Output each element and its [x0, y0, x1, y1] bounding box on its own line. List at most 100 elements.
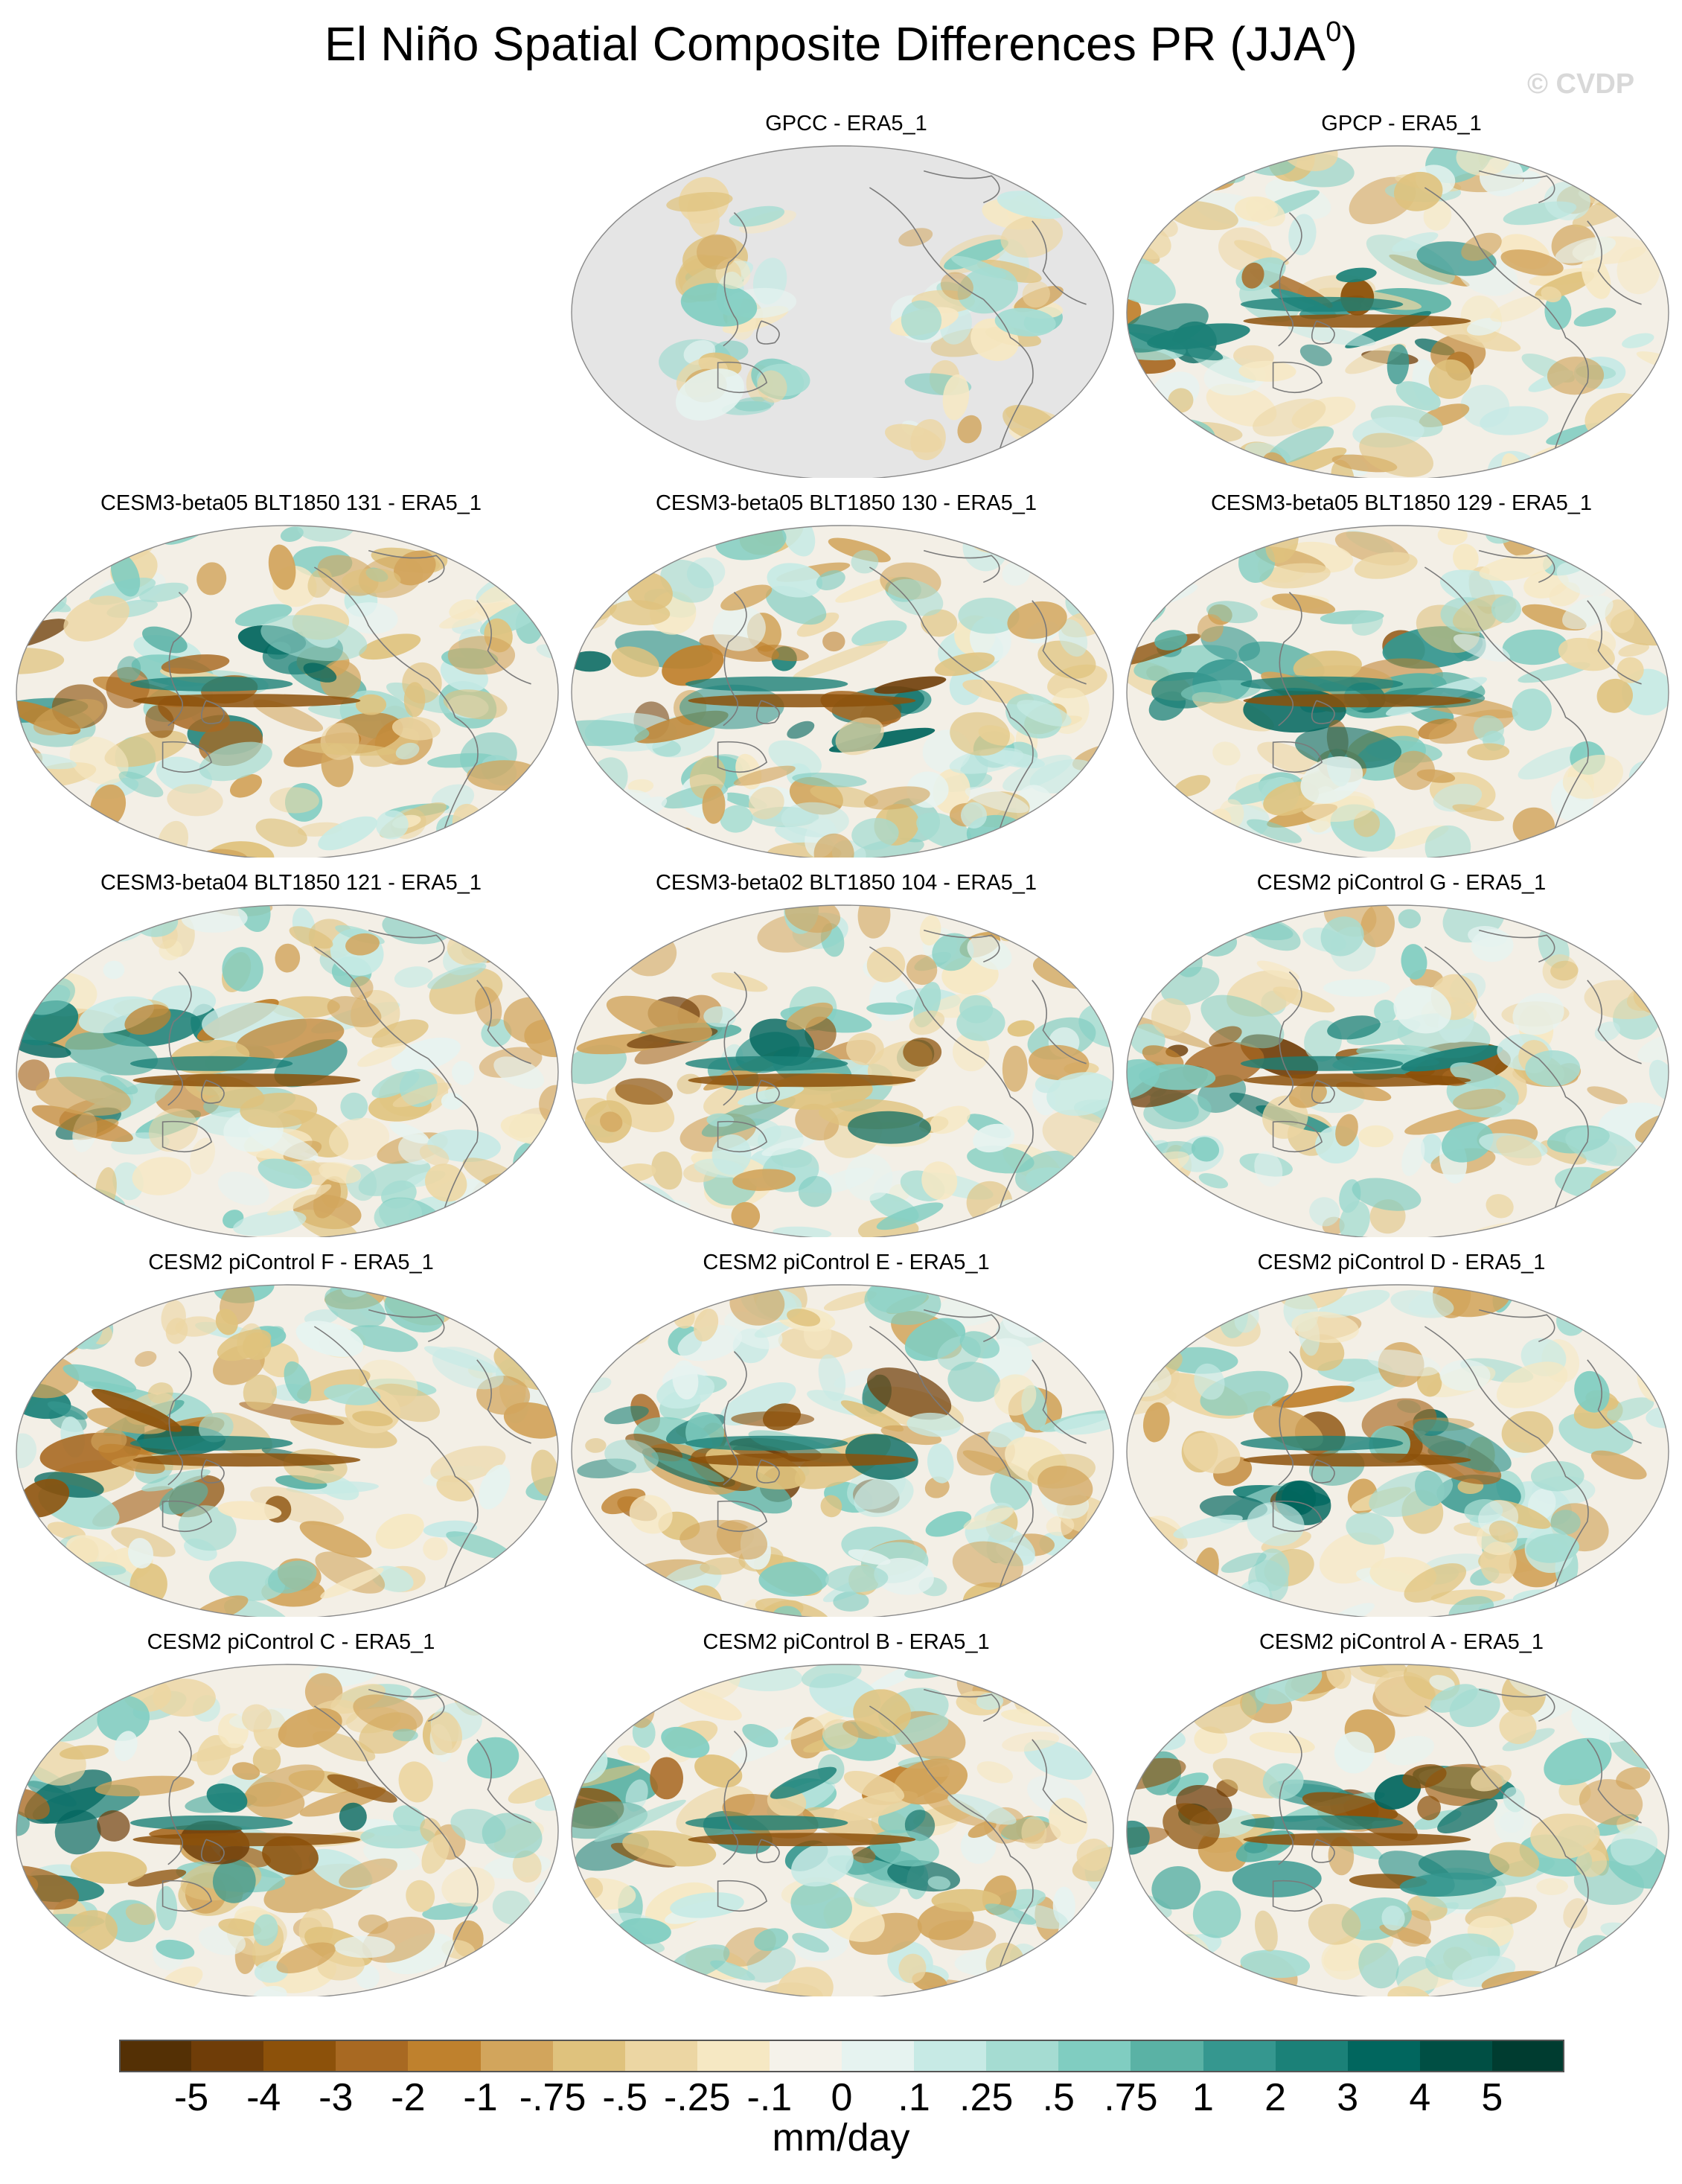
precip-anomaly-patch [1649, 1589, 1669, 1617]
precip-anomaly-patch [127, 1869, 187, 1887]
precip-anomaly-patch [697, 234, 737, 270]
colorbar-tick-label: 3 [1337, 2076, 1359, 2119]
precip-anomaly-patch [1500, 249, 1564, 276]
precip-anomaly-patch [1387, 344, 1410, 385]
precip-anomaly-patch [781, 526, 816, 557]
precip-anomaly-patch [931, 1888, 1001, 1912]
precip-anomaly-patch [791, 1842, 854, 1887]
precip-anomaly-patch [1207, 146, 1242, 171]
precip-anomaly-patch [1198, 1173, 1229, 1189]
map-panel: CESM3-beta05 BLT1850 131 - ERA5_1 [13, 491, 569, 863]
precip-anomaly-patch [1643, 152, 1669, 179]
precip-anomaly-patch [512, 1850, 542, 1883]
precip-anomaly-patch [1024, 1194, 1059, 1227]
map-outline [1126, 525, 1669, 858]
precip-anomaly-patch [1127, 1230, 1144, 1237]
precip-anomaly-patch [1562, 1971, 1634, 1996]
precip-anomaly-patch [1127, 1820, 1150, 1855]
coastline [200, 1079, 225, 1104]
coastline [1278, 592, 1302, 727]
precip-anomaly-patch [340, 1092, 368, 1121]
precip-anomaly-patch [1452, 804, 1505, 822]
precip-anomaly-patch [217, 1171, 269, 1206]
precip-anomaly-patch [106, 666, 150, 709]
map-panel: CESM2 piControl C - ERA5_1 [13, 1630, 569, 2002]
colorbar-tick-label: -.1 [746, 2076, 793, 2119]
precip-anomaly-patch [269, 787, 319, 814]
precip-anomaly-patch [1166, 1593, 1192, 1617]
precip-anomaly-patch [1473, 715, 1504, 743]
precip-anomaly-patch [1247, 819, 1302, 843]
precip-anomaly-patch [1189, 905, 1231, 923]
precip-anomaly-patch [1603, 905, 1646, 921]
precip-anomaly-patch [324, 1384, 381, 1405]
precip-anomaly-patch [1620, 408, 1669, 443]
precip-anomaly-patch [973, 1123, 1015, 1153]
precip-anomaly-patch [694, 1309, 719, 1342]
precip-anomaly-patch [615, 1078, 674, 1105]
precip-anomaly-patch [391, 716, 441, 741]
precip-anomaly-patch [320, 1568, 384, 1599]
precip-anomaly-patch [107, 1224, 173, 1237]
coastline [313, 1326, 429, 1439]
precip-anomaly-patch [241, 1704, 272, 1733]
precip-anomaly-patch [1547, 357, 1605, 395]
precip-anomaly-patch [1232, 1860, 1322, 1897]
precip-anomaly-patch [26, 825, 65, 858]
precip-anomaly-patch [959, 1331, 1000, 1358]
coastline [1587, 600, 1642, 685]
precip-anomaly-patch [118, 1606, 148, 1617]
precip-anomaly-patch [1072, 791, 1113, 834]
precip-anomaly-patch [757, 645, 809, 662]
coastline [313, 946, 429, 1059]
precip-anomaly-patch [327, 1774, 397, 1803]
precip-anomaly-patch [976, 1761, 1013, 1784]
precip-anomaly-patch [490, 1585, 542, 1616]
coastline [368, 549, 445, 583]
precip-anomaly-patch [677, 1325, 743, 1361]
precip-anomaly-patch [57, 1664, 89, 1699]
coastline [1587, 220, 1642, 305]
precip-anomaly-patch [851, 817, 899, 850]
precip-anomaly-patch [1336, 267, 1377, 283]
precip-anomaly-patch [1576, 1221, 1639, 1237]
precip-anomaly-patch [1127, 820, 1169, 846]
precip-anomaly-patch [1561, 526, 1606, 544]
precip-anomaly-patch [345, 933, 380, 956]
precip-anomaly-patch [985, 1903, 1037, 1925]
precip-anomaly-patch [1166, 1219, 1222, 1237]
precip-anomaly-patch [901, 300, 942, 340]
precip-anomaly-patch [661, 1726, 710, 1758]
map-outline [571, 1284, 1114, 1617]
coastline [982, 1817, 1034, 1968]
precip-anomaly-patch [1147, 150, 1196, 182]
colorbar-swatch [552, 2040, 626, 2072]
precip-anomaly-patch [947, 1793, 1017, 1825]
coastline [1424, 1326, 1539, 1439]
coastline [476, 1739, 531, 1824]
precip-anomaly-patch [572, 1671, 610, 1717]
precip-anomaly-patch [1183, 1432, 1241, 1474]
coastline [167, 1351, 192, 1486]
precip-anomaly-patch [16, 833, 51, 858]
precip-anomaly-patch [587, 1188, 647, 1234]
precip-anomaly-patch [198, 1412, 234, 1443]
precip-anomaly-patch [1385, 1735, 1435, 1766]
precip-anomaly-patch [623, 906, 673, 933]
precip-anomaly-patch [1209, 1026, 1242, 1047]
precip-anomaly-patch [1127, 1757, 1186, 1790]
precip-anomaly-patch [1041, 809, 1095, 834]
precip-anomaly-patch [341, 568, 401, 594]
precip-anomaly-patch [16, 1578, 55, 1613]
colorbar-tick-label: .75 [1104, 2076, 1158, 2119]
colorbar-tick-label: -5 [173, 2076, 209, 2119]
precip-difference-map [16, 1664, 559, 1996]
precip-anomaly-patch [1491, 596, 1521, 623]
precip-anomaly-patch [33, 699, 104, 735]
precip-anomaly-patch [125, 1903, 156, 1926]
precip-anomaly-patch [1625, 905, 1666, 938]
precip-anomaly-patch [1127, 447, 1155, 478]
precip-anomaly-patch [1573, 307, 1617, 327]
precip-anomaly-patch [1634, 1332, 1669, 1351]
panel-title: CESM3-beta05 BLT1850 131 - ERA5_1 [100, 491, 482, 515]
